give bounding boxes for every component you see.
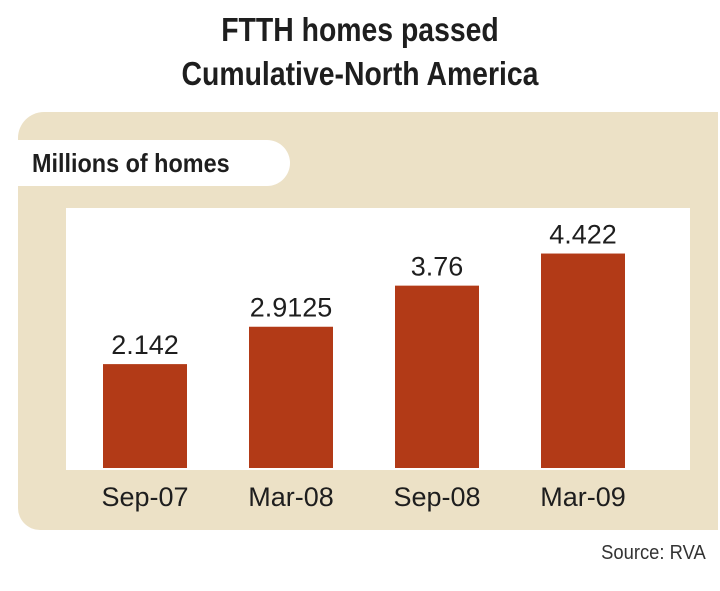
- data-label: 2.142: [111, 330, 179, 360]
- y-axis-label: Millions of homes: [32, 148, 230, 178]
- bar-mar-08: [249, 326, 333, 468]
- y-axis-label-tab: Millions of homes: [18, 140, 290, 186]
- data-label: 3.76: [411, 252, 464, 282]
- source-note: Source: RVA: [601, 542, 706, 564]
- bar-mar-09: [541, 253, 625, 468]
- chart-subtitle: Cumulative-North America: [181, 55, 539, 92]
- data-label: 2.9125: [250, 293, 333, 323]
- data-label: 4.422: [549, 220, 617, 250]
- x-tick-label: Sep-08: [393, 482, 480, 512]
- x-tick-label: Mar-09: [540, 482, 626, 512]
- chart-title-block: FTTH homes passed Cumulative-North Ameri…: [50, 8, 669, 96]
- x-tick-label: Mar-08: [248, 482, 334, 512]
- bar-sep-08: [395, 285, 479, 468]
- bar-sep-07: [103, 364, 187, 468]
- chart-title: FTTH homes passed: [221, 11, 499, 48]
- x-tick-label: Sep-07: [101, 482, 188, 512]
